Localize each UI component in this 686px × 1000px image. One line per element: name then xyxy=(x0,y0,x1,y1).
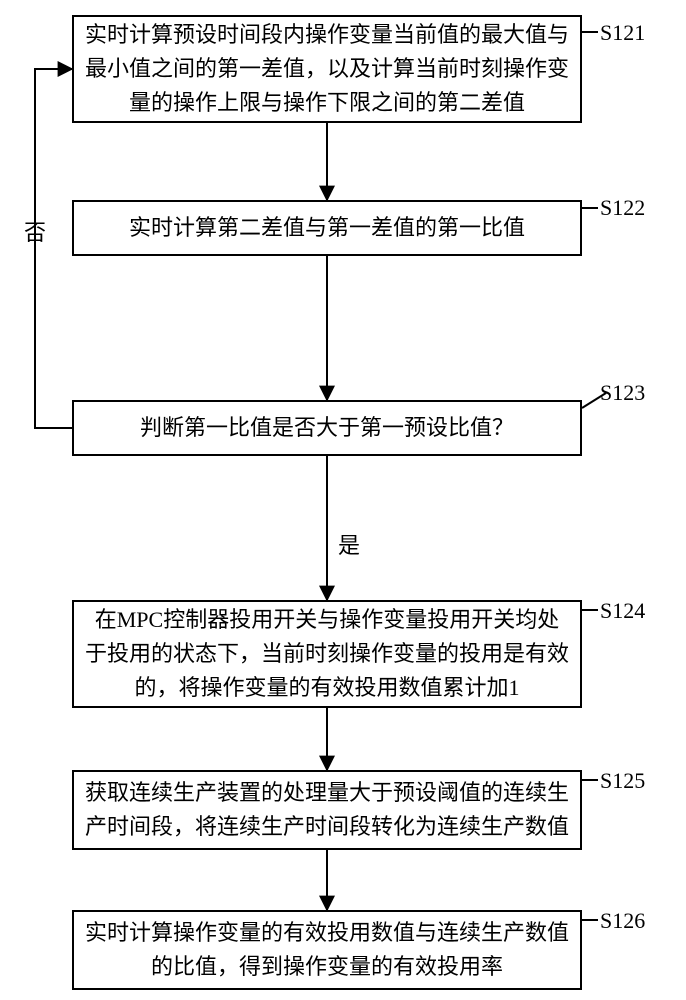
step-s121-text: 实时计算预设时间段内操作变量当前值的最大值与最小值之间的第一差值，以及计算当前时… xyxy=(84,18,570,120)
step-s124-text: 在MPC控制器投用开关与操作变量投用开关均处于投用的状态下，当前时刻操作变量的投… xyxy=(84,603,570,705)
step-s126: 实时计算操作变量的有效投用数值与连续生产数值的比值，得到操作变量的有效投用率 xyxy=(72,910,582,990)
step-s126-text: 实时计算操作变量的有效投用数值与连续生产数值的比值，得到操作变量的有效投用率 xyxy=(84,916,570,984)
step-s123-text: 判断第一比值是否大于第一预设比值？ xyxy=(140,411,514,445)
edge-yes-label: 是 xyxy=(338,528,360,560)
step-s124-label: S124 xyxy=(600,598,645,624)
step-s122-text: 实时计算第二差值与第一差值的第一比值 xyxy=(129,211,525,245)
edge-no-label: 否 xyxy=(24,215,46,247)
step-s122: 实时计算第二差值与第一差值的第一比值 xyxy=(72,200,582,256)
step-s125-label: S125 xyxy=(600,768,645,794)
step-s123: 判断第一比值是否大于第一预设比值？ xyxy=(72,400,582,456)
step-s121-label: S121 xyxy=(600,20,645,46)
step-s125-text: 获取连续生产装置的处理量大于预设阈值的连续生产时间段，将连续生产时间段转化为连续… xyxy=(84,776,570,844)
step-s121: 实时计算预设时间段内操作变量当前值的最大值与最小值之间的第一差值，以及计算当前时… xyxy=(72,15,582,123)
flowchart-canvas: 实时计算预设时间段内操作变量当前值的最大值与最小值之间的第一差值，以及计算当前时… xyxy=(0,0,686,1000)
step-s124: 在MPC控制器投用开关与操作变量投用开关均处于投用的状态下，当前时刻操作变量的投… xyxy=(72,600,582,708)
step-s123-label: S123 xyxy=(600,380,645,406)
connectors xyxy=(0,0,686,1000)
step-s125: 获取连续生产装置的处理量大于预设阈值的连续生产时间段，将连续生产时间段转化为连续… xyxy=(72,770,582,850)
step-s122-label: S122 xyxy=(600,195,645,221)
step-s126-label: S126 xyxy=(600,908,645,934)
